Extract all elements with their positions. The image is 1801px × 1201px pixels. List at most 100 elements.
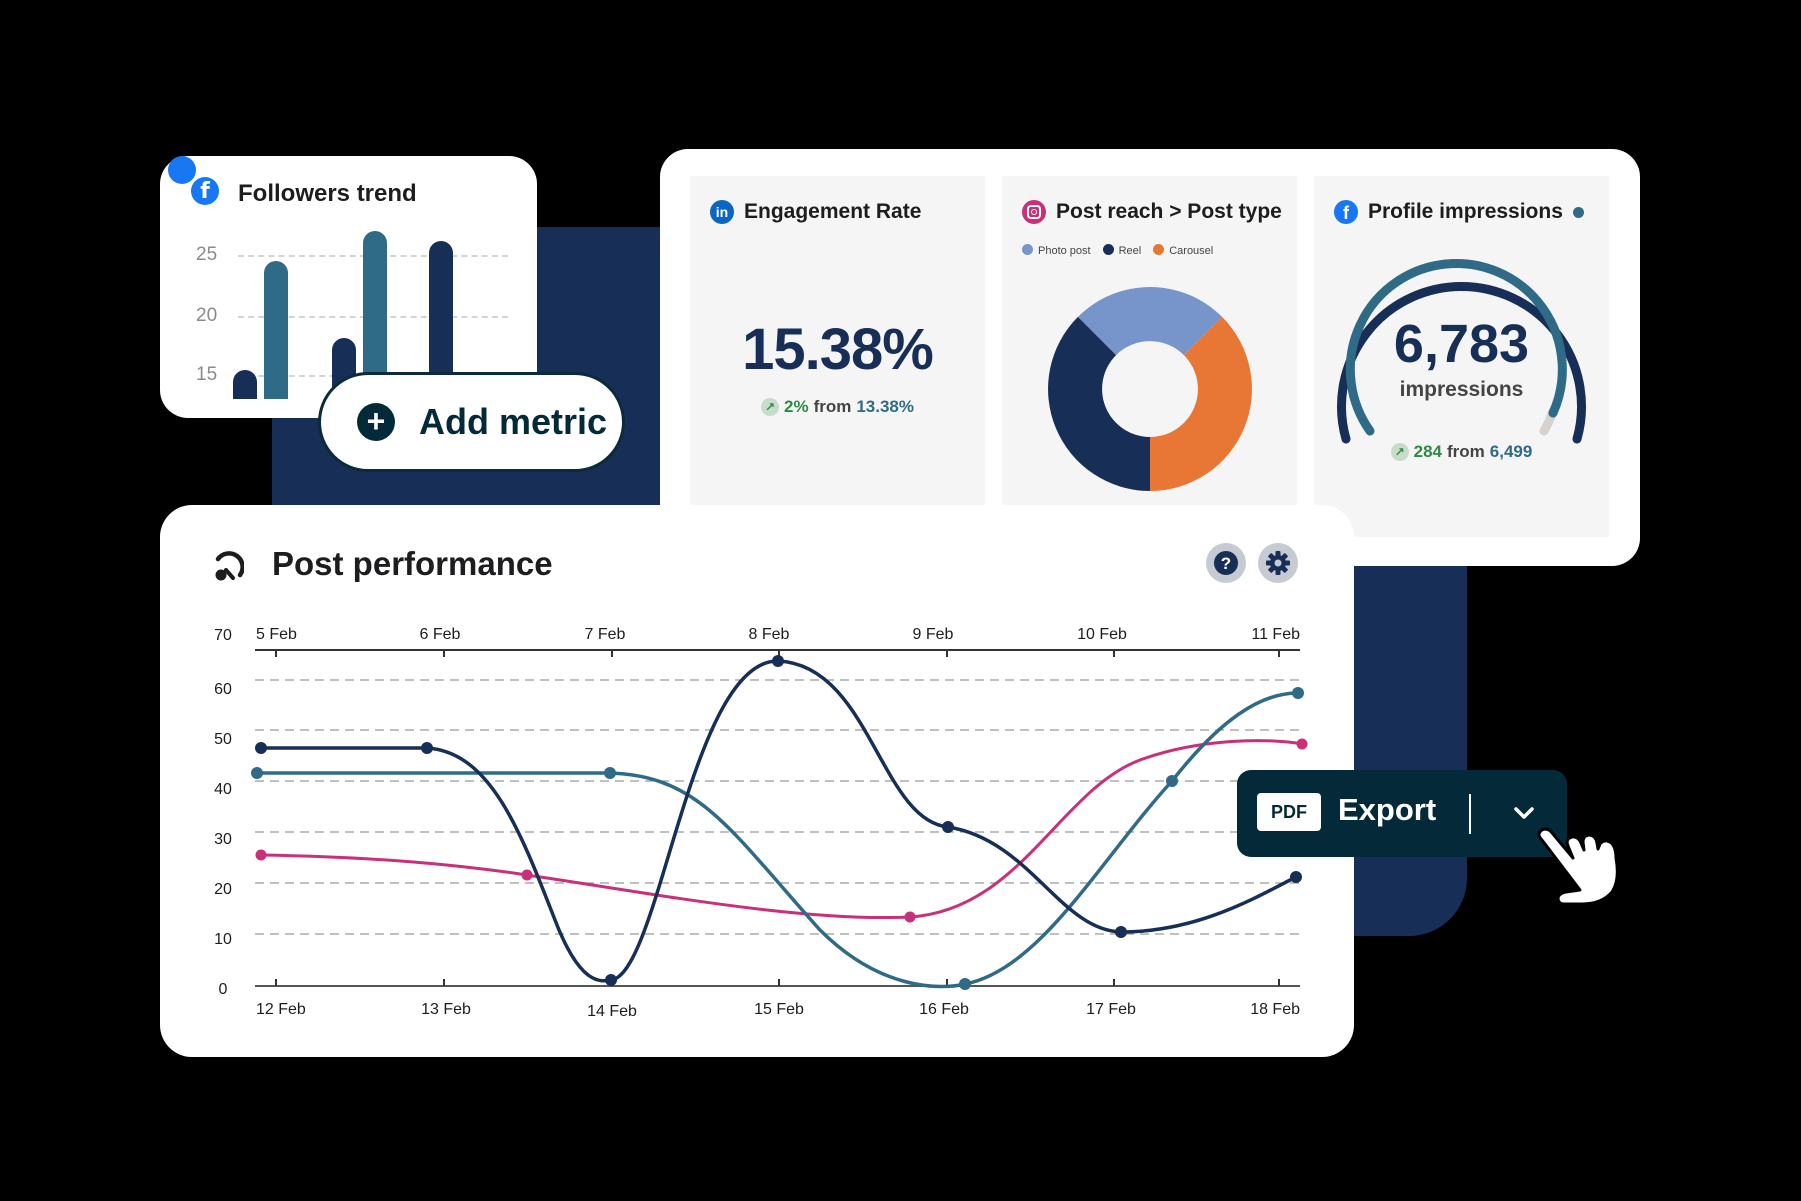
- y-tick: 20: [196, 305, 218, 326]
- export-label: Export: [1338, 792, 1437, 827]
- legend-item: Photo post: [1022, 244, 1091, 257]
- facebook-icon: f: [191, 177, 219, 205]
- pdf-badge: PDF: [1257, 793, 1321, 831]
- y-tick: 25: [196, 244, 218, 265]
- gear-icon: [1266, 551, 1290, 575]
- legend-item: Reel: [1102, 244, 1142, 257]
- legend-item: Carousel: [1153, 244, 1213, 257]
- series-pink-points: [255, 738, 1308, 923]
- svg-text:60: 60: [214, 681, 232, 698]
- add-metric-label: Add metric: [419, 401, 608, 442]
- donut-chart[interactable]: [1047, 286, 1253, 492]
- widget-title: Post reach > Post type: [1022, 200, 1282, 224]
- legend-dot: [1153, 244, 1165, 255]
- export-button[interactable]: PDF Export: [1237, 770, 1567, 857]
- y-axis: 70 60 50 40 30 20 10 0: [214, 627, 232, 998]
- engagement-rate-widget[interactable]: in Engagement Rate 15.38% ↗ 2% from 13.3…: [690, 176, 985, 537]
- svg-text:17 Feb: 17 Feb: [1086, 1001, 1136, 1018]
- svg-text:6 Feb: 6 Feb: [420, 626, 461, 643]
- post-performance-card: Post performance ? 70 60 50 40 30 20: [160, 505, 1354, 1057]
- previous-value: 6,499: [1489, 442, 1533, 461]
- engagement-title: Engagement Rate: [744, 200, 922, 223]
- impressions-title: Profile impressions: [1368, 200, 1563, 223]
- post-performance-line-chart[interactable]: 70 60 50 40 30 20 10 0: [160, 505, 1354, 1057]
- series-navy-points: [255, 655, 1302, 986]
- help-icon: ?: [1214, 551, 1238, 575]
- series-pink-line: [260, 739, 1303, 920]
- slice-photo-post[interactable]: [1077, 287, 1223, 356]
- legend-label: Reel: [1118, 245, 1142, 257]
- widget-title: in Engagement Rate: [710, 200, 921, 224]
- from-label: from: [1447, 442, 1485, 461]
- legend-label: Carousel: [1169, 245, 1214, 257]
- impressions-unit: impressions: [1399, 378, 1524, 401]
- svg-text:15 Feb: 15 Feb: [754, 1001, 804, 1018]
- svg-text:30: 30: [214, 831, 232, 848]
- status-dot-icon: [1572, 206, 1584, 218]
- svg-text:12 Feb: 12 Feb: [256, 1001, 306, 1018]
- settings-button[interactable]: [1258, 543, 1298, 583]
- legend-dot: [1102, 244, 1114, 255]
- post-reach-widget[interactable]: Post reach > Post type Photo post Reel C…: [1002, 176, 1297, 537]
- arrow-up-right-icon: ↗: [760, 398, 779, 416]
- delta-value: 284: [1413, 442, 1443, 461]
- svg-text:10: 10: [214, 931, 232, 948]
- svg-text:16 Feb: 16 Feb: [919, 1001, 969, 1018]
- widget-title: f Profile impressions: [1334, 200, 1584, 224]
- legend-label: Photo post: [1038, 245, 1091, 257]
- legend-dot: [1022, 244, 1033, 255]
- svg-text:50: 50: [214, 731, 232, 748]
- svg-text:7 Feb: 7 Feb: [585, 626, 626, 643]
- linkedin-icon: in: [710, 200, 734, 224]
- svg-text:40: 40: [214, 781, 232, 798]
- gauge-chart: [1337, 259, 1586, 444]
- svg-text:13 Feb: 13 Feb: [421, 1001, 471, 1018]
- svg-text:9 Feb: 9 Feb: [913, 626, 954, 643]
- x-axis-top: 5 Feb 6 Feb 7 Feb 8 Feb 9 Feb 10 Feb 11 …: [256, 626, 1300, 643]
- svg-text:11 Feb: 11 Feb: [1251, 626, 1300, 643]
- help-button[interactable]: ?: [1206, 543, 1246, 583]
- followers-trend-card[interactable]: f Followers trend 25 20 15: [160, 156, 537, 418]
- gridlines: [255, 679, 1300, 935]
- engagement-value: 15.38%: [742, 317, 934, 382]
- post-reach-title: Post reach > Post type: [1056, 200, 1282, 223]
- plus-circle-icon: +: [357, 403, 395, 441]
- svg-text:0: 0: [219, 981, 228, 998]
- y-tick: 15: [196, 364, 218, 385]
- add-metric-button[interactable]: + Add metric: [318, 372, 625, 472]
- slice-reel[interactable]: [1048, 316, 1150, 492]
- chevron-down-icon[interactable]: [1509, 798, 1539, 828]
- svg-text:18 Feb: 18 Feb: [1250, 1001, 1300, 1018]
- impressions-delta: ↗ 284 from 6,499: [1314, 442, 1609, 462]
- engagement-delta: ↗ 2% from 13.38%: [690, 397, 985, 417]
- from-label: from: [813, 397, 852, 416]
- chart-legend: Photo post Reel Carousel: [1022, 244, 1213, 257]
- bar[interactable]: [233, 370, 257, 399]
- svg-text:70: 70: [214, 627, 232, 644]
- delta-value: 2%: [783, 397, 809, 416]
- svg-text:10 Feb: 10 Feb: [1077, 626, 1127, 643]
- previous-value: 13.38%: [856, 397, 915, 416]
- series-teal-line: [257, 691, 1299, 989]
- gauge-icon: [215, 551, 244, 581]
- impressions-value: 6,783: [1393, 314, 1530, 374]
- bar[interactable]: [363, 231, 387, 399]
- hand-pointer-cursor-icon: [1537, 827, 1619, 906]
- profile-impressions-widget[interactable]: f Profile impressions 6,783 impressions …: [1314, 176, 1609, 537]
- x-axis-bottom: 12 Feb 13 Feb 14 Feb 15 Feb 16 Feb 17 Fe…: [256, 1001, 1300, 1020]
- instagram-icon: [1022, 200, 1046, 224]
- arrow-up-right-icon: ↗: [1390, 443, 1409, 461]
- card-title: Post performance: [272, 545, 553, 582]
- svg-text:8 Feb: 8 Feb: [749, 626, 790, 643]
- facebook-icon: [168, 156, 196, 184]
- svg-text:?: ?: [1221, 554, 1231, 573]
- series-teal-points: [251, 687, 1304, 990]
- bar[interactable]: [264, 261, 288, 399]
- svg-text:20: 20: [214, 881, 232, 898]
- svg-text:5 Feb: 5 Feb: [256, 626, 297, 643]
- gauge-progress-arc: [1345, 259, 1567, 436]
- divider: [1469, 794, 1471, 834]
- facebook-icon: f: [1334, 200, 1358, 224]
- slice-carousel[interactable]: [1150, 316, 1252, 492]
- series-navy-line: [261, 659, 1297, 983]
